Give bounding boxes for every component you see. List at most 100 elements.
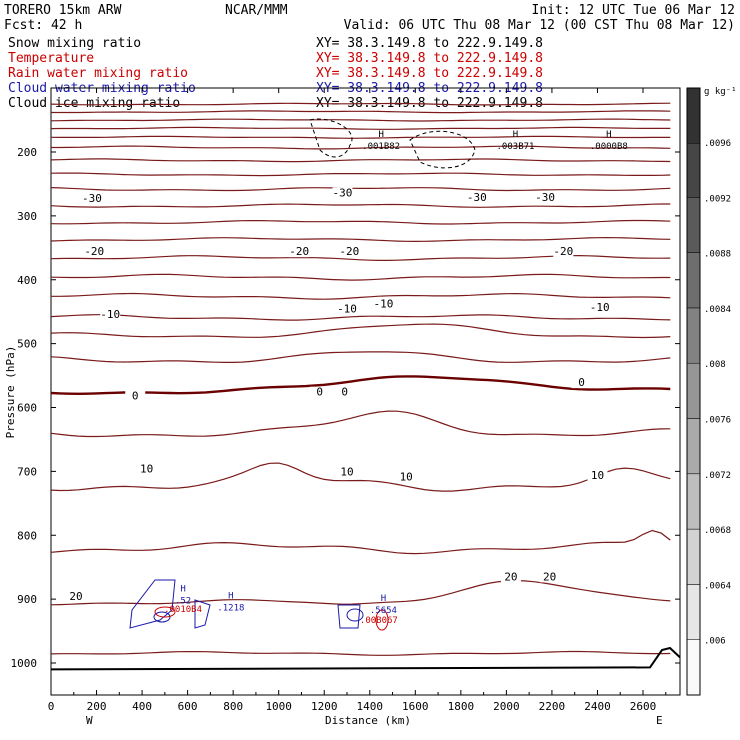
contour-label-bg — [396, 471, 417, 483]
x-tick-label: 1000 — [265, 700, 292, 713]
temperature-contour-line — [50, 236, 671, 243]
temperature-contour-line — [50, 462, 671, 492]
temperature-contour-line — [50, 172, 671, 177]
temperature-contour-label: -30 — [535, 191, 555, 204]
extremum-value: .0010B4 — [164, 605, 202, 615]
contour-label-bg — [339, 246, 360, 258]
contour-label-bg — [337, 466, 357, 478]
colorbar-tick-label: .0064 — [704, 581, 731, 591]
y-tick-label: 1000 — [11, 657, 38, 670]
contour-label-bg — [81, 193, 102, 205]
colorbar-tick-label: .0096 — [704, 139, 731, 149]
legend-xy-0: XY= 38.3.149.8 to 222.9.149.8 — [316, 36, 543, 51]
legend-name-2: Rain water mixing ratio — [8, 66, 188, 81]
temperature-contour-line — [50, 187, 671, 192]
temperature-contour-label: -10 — [590, 301, 610, 314]
header-model: TORERO 15km ARW — [4, 3, 122, 18]
cloud-water-contour — [346, 608, 364, 622]
x-tick-label: 2000 — [493, 700, 520, 713]
temperature-contour-line — [50, 203, 671, 208]
temperature-contour-label: 10 — [340, 466, 353, 479]
colorbar-frame — [686, 87, 701, 696]
colorbar-tick-label: .006 — [704, 637, 726, 647]
x-tick-label: 800 — [223, 700, 243, 713]
colorbar-swatch — [686, 473, 701, 530]
colorbar-swatch — [686, 639, 701, 696]
x-tick-label: 1200 — [311, 700, 338, 713]
extremum-value: .1218 — [217, 604, 244, 614]
colorbar-swatch — [686, 307, 701, 364]
colorbar-tick-label: .0072 — [704, 471, 731, 481]
colorbar-tick-label: .0084 — [704, 305, 731, 315]
x-tick-label: 600 — [178, 700, 198, 713]
extremum-letter: H — [381, 594, 386, 604]
temperature-contour-label: 20 — [69, 590, 82, 603]
x-tick-label: 2200 — [539, 700, 566, 713]
temperature-contour-label: 0 — [341, 386, 348, 399]
colorbar-swatch — [686, 362, 701, 419]
contour-label-bg — [289, 246, 310, 258]
x-tick-label: 1600 — [402, 700, 429, 713]
colorbar-swatch — [686, 584, 701, 640]
contour-labels: -30 -30 -30 -30 -20 -20 -20 -20 -10 -10 -10 -10 0 0 0 0… — [66, 130, 628, 626]
contour-label-bg — [334, 386, 355, 398]
temperature-contour-label: 20 — [543, 570, 556, 583]
temperature-contour-label: -10 — [100, 308, 120, 321]
y-tick-label: 400 — [17, 274, 37, 287]
colorbar-tick-label: .0088 — [704, 250, 731, 260]
contour-label-bg — [571, 377, 592, 389]
temperature-contour-line — [51, 145, 671, 150]
x-tick-label: 2600 — [630, 700, 657, 713]
temperature-contour-label: -20 — [339, 245, 359, 258]
y-tick-label: 600 — [17, 402, 37, 415]
contour-label-bg — [332, 187, 353, 199]
extremum-value: .003B71 — [497, 142, 535, 152]
extremum-letter: H — [228, 592, 233, 602]
contour-label-bg — [373, 298, 394, 310]
y-tick-label: 900 — [17, 593, 37, 606]
colorbar-swatch — [686, 87, 701, 144]
extremum-letter: H — [606, 130, 611, 140]
freezing-level-contour — [50, 375, 671, 396]
x-end-label-east: E — [656, 714, 663, 727]
colorbar-swatch — [686, 141, 701, 198]
colorbar-swatch — [686, 197, 701, 253]
temperature-contour-line — [50, 410, 671, 438]
y-tick-label: 300 — [17, 210, 37, 223]
y-tick-label: 500 — [17, 338, 37, 351]
legend-name-4: Cloud ice mixing ratio — [8, 96, 180, 111]
contour-label-bg — [589, 301, 610, 313]
cloud-water-contour — [153, 611, 171, 623]
y-tick-label: 700 — [17, 465, 37, 478]
temperature-contour-label: 10 — [591, 469, 604, 482]
extremum-letter: H — [378, 130, 383, 140]
header-valid: Valid: 06 UTC Thu 08 Mar 12 (00 CST Thu … — [344, 18, 735, 33]
temperature-contour-label: -20 — [289, 245, 309, 258]
colorbar-tick-label: .0068 — [704, 526, 731, 536]
legend-xy-2: XY= 38.3.149.8 to 222.9.149.8 — [316, 66, 543, 81]
x-axis-title: Distance (km) — [325, 714, 411, 727]
terrain-surface — [50, 646, 681, 671]
temperature-contour-line — [51, 110, 671, 114]
contour-label-bg — [337, 303, 357, 315]
x-tick-label: 2400 — [584, 700, 611, 713]
colorbar-tick-label: .0092 — [704, 194, 731, 204]
colorbar-swatch — [686, 418, 701, 475]
temperature-contour-line — [50, 219, 671, 225]
temperature-contour-line — [50, 579, 671, 606]
extremum-value: .001B82 — [362, 142, 400, 152]
axes: 0 200 400 600 800 1000 1200 1400 1600 1800 2000 220… — [11, 88, 680, 713]
temperature-contour-line — [50, 650, 671, 656]
temperature-contour-label: 10 — [400, 471, 413, 484]
temperature-contour-line — [50, 126, 671, 130]
contour-label-bg — [125, 390, 146, 402]
temperature-contour-label: -30 — [467, 191, 487, 204]
contour-label-bg — [84, 246, 105, 258]
extremum-value: .0000B8 — [590, 142, 628, 152]
temperature-contours — [50, 102, 671, 656]
temperature-contour-label: 20 — [504, 570, 517, 583]
temperature-contour-line — [50, 273, 671, 281]
header-init: Init: 12 UTC Tue 06 Mar 12 — [532, 3, 736, 18]
legend-name-0: Snow mixing ratio — [8, 36, 141, 51]
